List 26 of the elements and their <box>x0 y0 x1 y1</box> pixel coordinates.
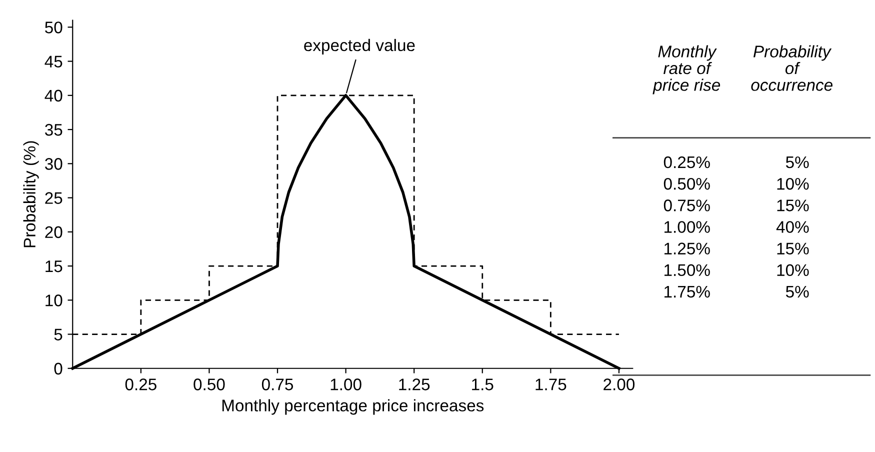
y-tick-label: 40 <box>44 90 62 102</box>
text: Monthly rate of price rise <box>652 45 720 94</box>
x-tick-label: 1.75 <box>536 378 566 390</box>
text: 0.25% 0.50% 0.75% 1.00% 1.25% 1.50% 1.75% <box>664 156 710 298</box>
x-tick-label: 0.75 <box>262 378 294 390</box>
x-axis-title: Monthly percentage price increases <box>222 399 484 415</box>
y-axis-title: Probability (%) <box>23 141 39 248</box>
y-tick-label: 30 <box>45 158 62 170</box>
x-tick-label: 1.25 <box>399 378 430 390</box>
annotation: expected value <box>304 38 415 54</box>
x-tick-label: 0.50 <box>194 378 225 390</box>
text: Probability of occurrence <box>751 45 832 91</box>
x-tick-label: 0.25 <box>125 378 156 390</box>
y-tick-label: 45 <box>44 56 62 68</box>
y-tick-label: 15 <box>46 260 62 272</box>
x-tick-label: 2.00 <box>604 378 635 390</box>
x-tick-label: 1.5 <box>472 378 494 390</box>
y-tick-label: 50 <box>45 22 62 34</box>
y-tick-label: 10 <box>46 294 62 306</box>
y-tick-label: 20 <box>45 226 62 238</box>
y-tick-label: 5 <box>54 328 62 340</box>
y-tick-label: 25 <box>45 192 62 204</box>
text: 5% 10% 15% 40% 15% 10% 5% <box>776 156 809 298</box>
x-tick-label: 1.00 <box>330 378 362 390</box>
y-tick-label: 0 <box>54 362 62 375</box>
y-tick-label: 35 <box>45 124 62 136</box>
